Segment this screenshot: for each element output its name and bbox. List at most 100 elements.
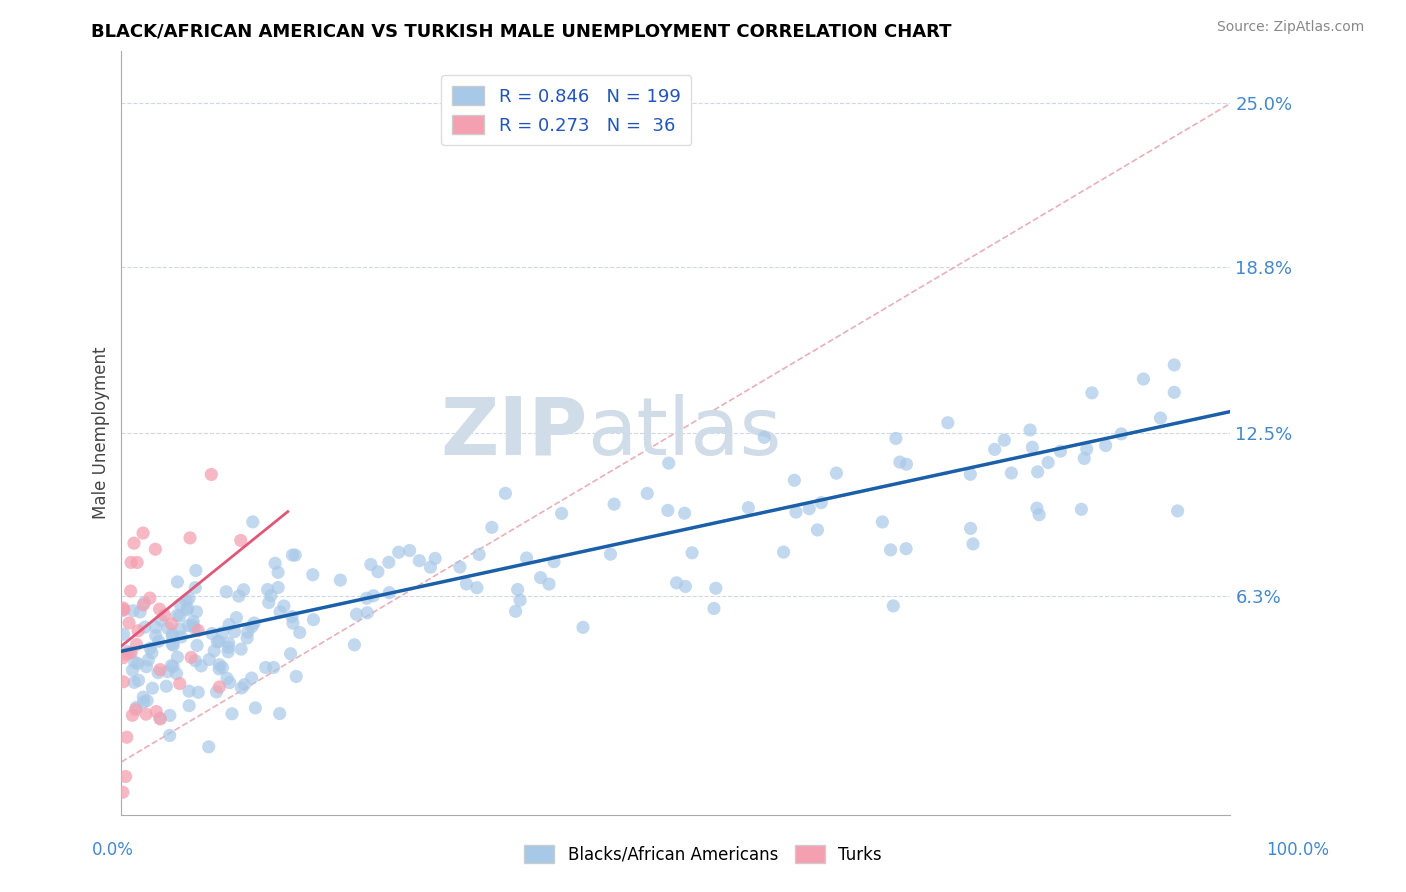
Point	[186, 639, 208, 653]
Point	[509, 593, 531, 607]
Point	[1021, 440, 1043, 454]
Point	[115, 647, 138, 661]
Point	[197, 739, 219, 754]
Point	[242, 515, 264, 529]
Point	[139, 641, 162, 656]
Point	[125, 700, 148, 714]
Point	[1163, 358, 1185, 372]
Point	[208, 680, 231, 694]
Point	[179, 698, 201, 713]
Point	[704, 582, 727, 596]
Point	[122, 536, 145, 550]
Point	[959, 467, 981, 482]
Point	[232, 582, 254, 597]
Point	[162, 659, 184, 673]
Point	[772, 545, 794, 559]
Point	[221, 706, 243, 721]
Point	[673, 506, 696, 520]
Point	[145, 620, 167, 634]
Point	[665, 575, 688, 590]
Point	[1094, 438, 1116, 452]
Point	[228, 589, 250, 603]
Point	[993, 433, 1015, 447]
Point	[1000, 466, 1022, 480]
Point	[1028, 508, 1050, 522]
Point	[160, 658, 183, 673]
Point	[1073, 451, 1095, 466]
Point	[506, 582, 529, 597]
Point	[139, 591, 162, 605]
Point	[121, 708, 143, 723]
Point	[1163, 385, 1185, 400]
Point	[388, 545, 411, 559]
Point	[136, 653, 159, 667]
Point	[281, 609, 304, 624]
Point	[673, 579, 696, 593]
Point	[169, 622, 191, 636]
Point	[166, 666, 188, 681]
Point	[603, 497, 626, 511]
Point	[538, 577, 561, 591]
Point	[398, 543, 420, 558]
Point	[122, 604, 145, 618]
Point	[236, 631, 259, 645]
Point	[166, 650, 188, 665]
Point	[810, 495, 832, 509]
Point	[983, 442, 1005, 457]
Point	[1167, 504, 1189, 518]
Point	[112, 674, 135, 689]
Text: BLACK/AFRICAN AMERICAN VS TURKISH MALE UNEMPLOYMENT CORRELATION CHART: BLACK/AFRICAN AMERICAN VS TURKISH MALE U…	[91, 22, 952, 40]
Point	[143, 542, 166, 557]
Point	[254, 660, 277, 674]
Point	[211, 625, 233, 640]
Point	[124, 702, 146, 716]
Point	[785, 505, 807, 519]
Point	[889, 455, 911, 469]
Point	[754, 430, 776, 444]
Point	[128, 673, 150, 688]
Point	[129, 605, 152, 619]
Point	[284, 548, 307, 562]
Point	[267, 566, 290, 580]
Point	[217, 640, 239, 655]
Point	[245, 701, 267, 715]
Point	[872, 515, 894, 529]
Point	[367, 565, 389, 579]
Point	[112, 627, 135, 641]
Point	[281, 616, 304, 631]
Point	[115, 731, 138, 745]
Point	[187, 624, 209, 638]
Point	[231, 681, 253, 695]
Point	[806, 523, 828, 537]
Point	[181, 618, 204, 632]
Point	[281, 548, 304, 562]
Point	[208, 634, 231, 648]
Point	[783, 473, 806, 487]
Point	[449, 560, 471, 574]
Point	[481, 520, 503, 534]
Point	[360, 558, 382, 572]
Text: 0.0%: 0.0%	[91, 841, 134, 859]
Point	[118, 646, 141, 660]
Point	[737, 500, 759, 515]
Point	[162, 630, 184, 644]
Text: ZIP: ZIP	[440, 393, 588, 472]
Point	[1026, 465, 1049, 479]
Text: 100.0%: 100.0%	[1265, 841, 1329, 859]
Point	[166, 608, 188, 623]
Point	[124, 656, 146, 670]
Point	[156, 621, 179, 635]
Point	[166, 574, 188, 589]
Point	[543, 555, 565, 569]
Point	[132, 526, 155, 541]
Point	[218, 636, 240, 650]
Point	[127, 657, 149, 671]
Point	[1019, 423, 1042, 437]
Point	[160, 616, 183, 631]
Point	[356, 591, 378, 606]
Point	[218, 617, 240, 632]
Point	[1076, 442, 1098, 456]
Point	[962, 537, 984, 551]
Point	[264, 556, 287, 570]
Point	[288, 625, 311, 640]
